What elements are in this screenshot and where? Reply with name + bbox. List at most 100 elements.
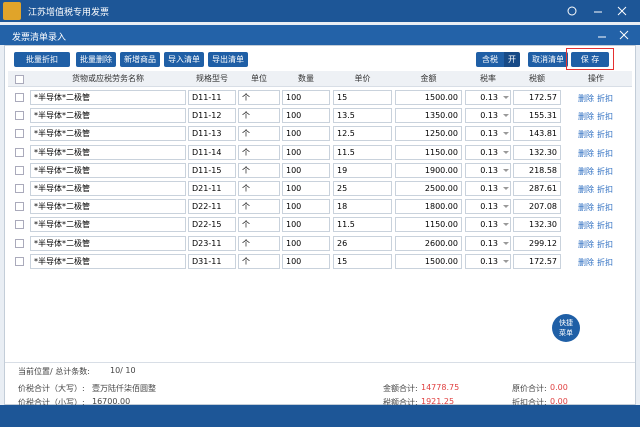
- cell-spec[interactable]: D11-13: [188, 126, 236, 142]
- cell-price[interactable]: 15: [333, 253, 392, 269]
- cell-rate[interactable]: 0.13: [465, 108, 511, 124]
- checkbox[interactable]: [15, 111, 24, 121]
- cell-amount[interactable]: 1500.00: [395, 253, 462, 269]
- cell-rate[interactable]: 0.13: [465, 199, 511, 215]
- cell-spec[interactable]: D11-11: [188, 90, 236, 105]
- cell-rate[interactable]: 0.13: [465, 217, 511, 233]
- checkbox[interactable]: [15, 202, 24, 212]
- checkbox[interactable]: [15, 238, 24, 248]
- cell-unit[interactable]: 个: [238, 253, 280, 269]
- discount-link[interactable]: 折扣: [597, 148, 613, 158]
- cell-tax[interactable]: 172.57: [513, 90, 561, 105]
- toolbar-button[interactable]: 导入清单: [164, 52, 204, 67]
- cell-price[interactable]: 13.5: [333, 108, 392, 124]
- cell-qty[interactable]: 100: [282, 217, 330, 233]
- cell-spec[interactable]: D11-14: [188, 144, 236, 160]
- toolbar-button[interactable]: 新增商品: [120, 52, 160, 67]
- cell-qty[interactable]: 100: [282, 253, 330, 269]
- cell-name[interactable]: *半导体*二极管: [30, 126, 186, 142]
- cell-unit[interactable]: 个: [238, 90, 280, 105]
- save-button[interactable]: 保 存: [571, 52, 609, 67]
- cell-qty[interactable]: 100: [282, 144, 330, 160]
- delete-link[interactable]: 删除: [578, 257, 594, 267]
- checkbox[interactable]: [15, 165, 24, 175]
- cell-amount[interactable]: 1900.00: [395, 162, 462, 178]
- cell-unit[interactable]: 个: [238, 217, 280, 233]
- cell-rate[interactable]: 0.13: [465, 253, 511, 269]
- cell-amount[interactable]: 2600.00: [395, 235, 462, 251]
- checkbox[interactable]: [15, 256, 24, 266]
- cell-tax[interactable]: 132.30: [513, 217, 561, 233]
- cell-unit[interactable]: 个: [238, 126, 280, 142]
- cell-name[interactable]: *半导体*二极管: [30, 90, 186, 105]
- cell-tax[interactable]: 287.61: [513, 181, 561, 196]
- discount-link[interactable]: 折扣: [597, 185, 613, 194]
- cell-tax[interactable]: 143.81: [513, 126, 561, 142]
- delete-link[interactable]: 删除: [578, 239, 594, 249]
- cell-unit[interactable]: 个: [238, 144, 280, 160]
- cell-price[interactable]: 19: [333, 162, 392, 178]
- cell-amount[interactable]: 1500.00: [395, 90, 462, 105]
- cell-price[interactable]: 11.5: [333, 144, 392, 160]
- cell-qty[interactable]: 100: [282, 126, 330, 142]
- cell-name[interactable]: *半导体*二极管: [30, 217, 186, 233]
- cell-rate[interactable]: 0.13: [465, 162, 511, 178]
- cancel-button[interactable]: 取消清单: [528, 52, 568, 67]
- delete-link[interactable]: 删除: [578, 148, 594, 158]
- checkbox[interactable]: [15, 184, 24, 193]
- cell-tax[interactable]: 207.08: [513, 199, 561, 215]
- cell-name[interactable]: *半导体*二极管: [30, 199, 186, 215]
- cell-spec[interactable]: D31-11: [188, 253, 236, 269]
- cell-name[interactable]: *半导体*二极管: [30, 144, 186, 160]
- cell-tax[interactable]: 218.58: [513, 162, 561, 178]
- delete-link[interactable]: 删除: [578, 130, 594, 140]
- cell-amount[interactable]: 1800.00: [395, 199, 462, 215]
- cell-unit[interactable]: 个: [238, 162, 280, 178]
- discount-link[interactable]: 折扣: [597, 257, 613, 267]
- discount-link[interactable]: 折扣: [597, 166, 613, 176]
- discount-link[interactable]: 折扣: [597, 239, 613, 249]
- discount-link[interactable]: 折扣: [597, 203, 613, 213]
- cell-unit[interactable]: 个: [238, 199, 280, 215]
- cell-amount[interactable]: 1250.00: [395, 126, 462, 142]
- cell-name[interactable]: *半导体*二极管: [30, 162, 186, 178]
- cell-qty[interactable]: 100: [282, 199, 330, 215]
- cell-qty[interactable]: 100: [282, 108, 330, 124]
- delete-link[interactable]: 删除: [578, 221, 594, 231]
- cell-price[interactable]: 11.5: [333, 217, 392, 233]
- cell-amount[interactable]: 1150.00: [395, 217, 462, 233]
- cell-unit[interactable]: 个: [238, 108, 280, 124]
- cell-spec[interactable]: D11-12: [188, 108, 236, 124]
- delete-link[interactable]: 删除: [578, 185, 594, 194]
- cell-name[interactable]: *半导体*二极管: [30, 235, 186, 251]
- tax-toggle-state[interactable]: 开: [504, 52, 520, 67]
- cell-price[interactable]: 18: [333, 199, 392, 215]
- cell-rate[interactable]: 0.13: [465, 144, 511, 160]
- window-controls[interactable]: [560, 4, 635, 18]
- checkbox[interactable]: [15, 147, 24, 157]
- toolbar-button[interactable]: 导出清单: [208, 52, 248, 67]
- toolbar-button[interactable]: 批量删除: [76, 52, 116, 67]
- cell-qty[interactable]: 100: [282, 181, 330, 196]
- quick-menu-button[interactable]: [552, 314, 580, 342]
- cell-tax[interactable]: 132.30: [513, 144, 561, 160]
- cell-unit[interactable]: 个: [238, 181, 280, 196]
- tax-toggle-label[interactable]: 含税: [476, 52, 504, 67]
- checkbox[interactable]: [15, 129, 24, 139]
- cell-rate[interactable]: 0.13: [465, 235, 511, 251]
- checkbox[interactable]: [15, 220, 24, 230]
- cell-tax[interactable]: 172.57: [513, 253, 561, 269]
- cell-name[interactable]: *半导体*二极管: [30, 108, 186, 124]
- cell-tax[interactable]: 155.31: [513, 108, 561, 124]
- checkbox[interactable]: [15, 75, 24, 84]
- cell-name[interactable]: *半导体*二极管: [30, 181, 186, 196]
- cell-qty[interactable]: 100: [282, 162, 330, 178]
- discount-link[interactable]: 折扣: [597, 112, 613, 122]
- cell-rate[interactable]: 0.13: [465, 126, 511, 142]
- cell-qty[interactable]: 100: [282, 235, 330, 251]
- cell-price[interactable]: 15: [333, 90, 392, 105]
- delete-link[interactable]: 删除: [578, 203, 594, 213]
- discount-link[interactable]: 折扣: [597, 130, 613, 140]
- cell-price[interactable]: 25: [333, 181, 392, 196]
- cell-spec[interactable]: D11-15: [188, 162, 236, 178]
